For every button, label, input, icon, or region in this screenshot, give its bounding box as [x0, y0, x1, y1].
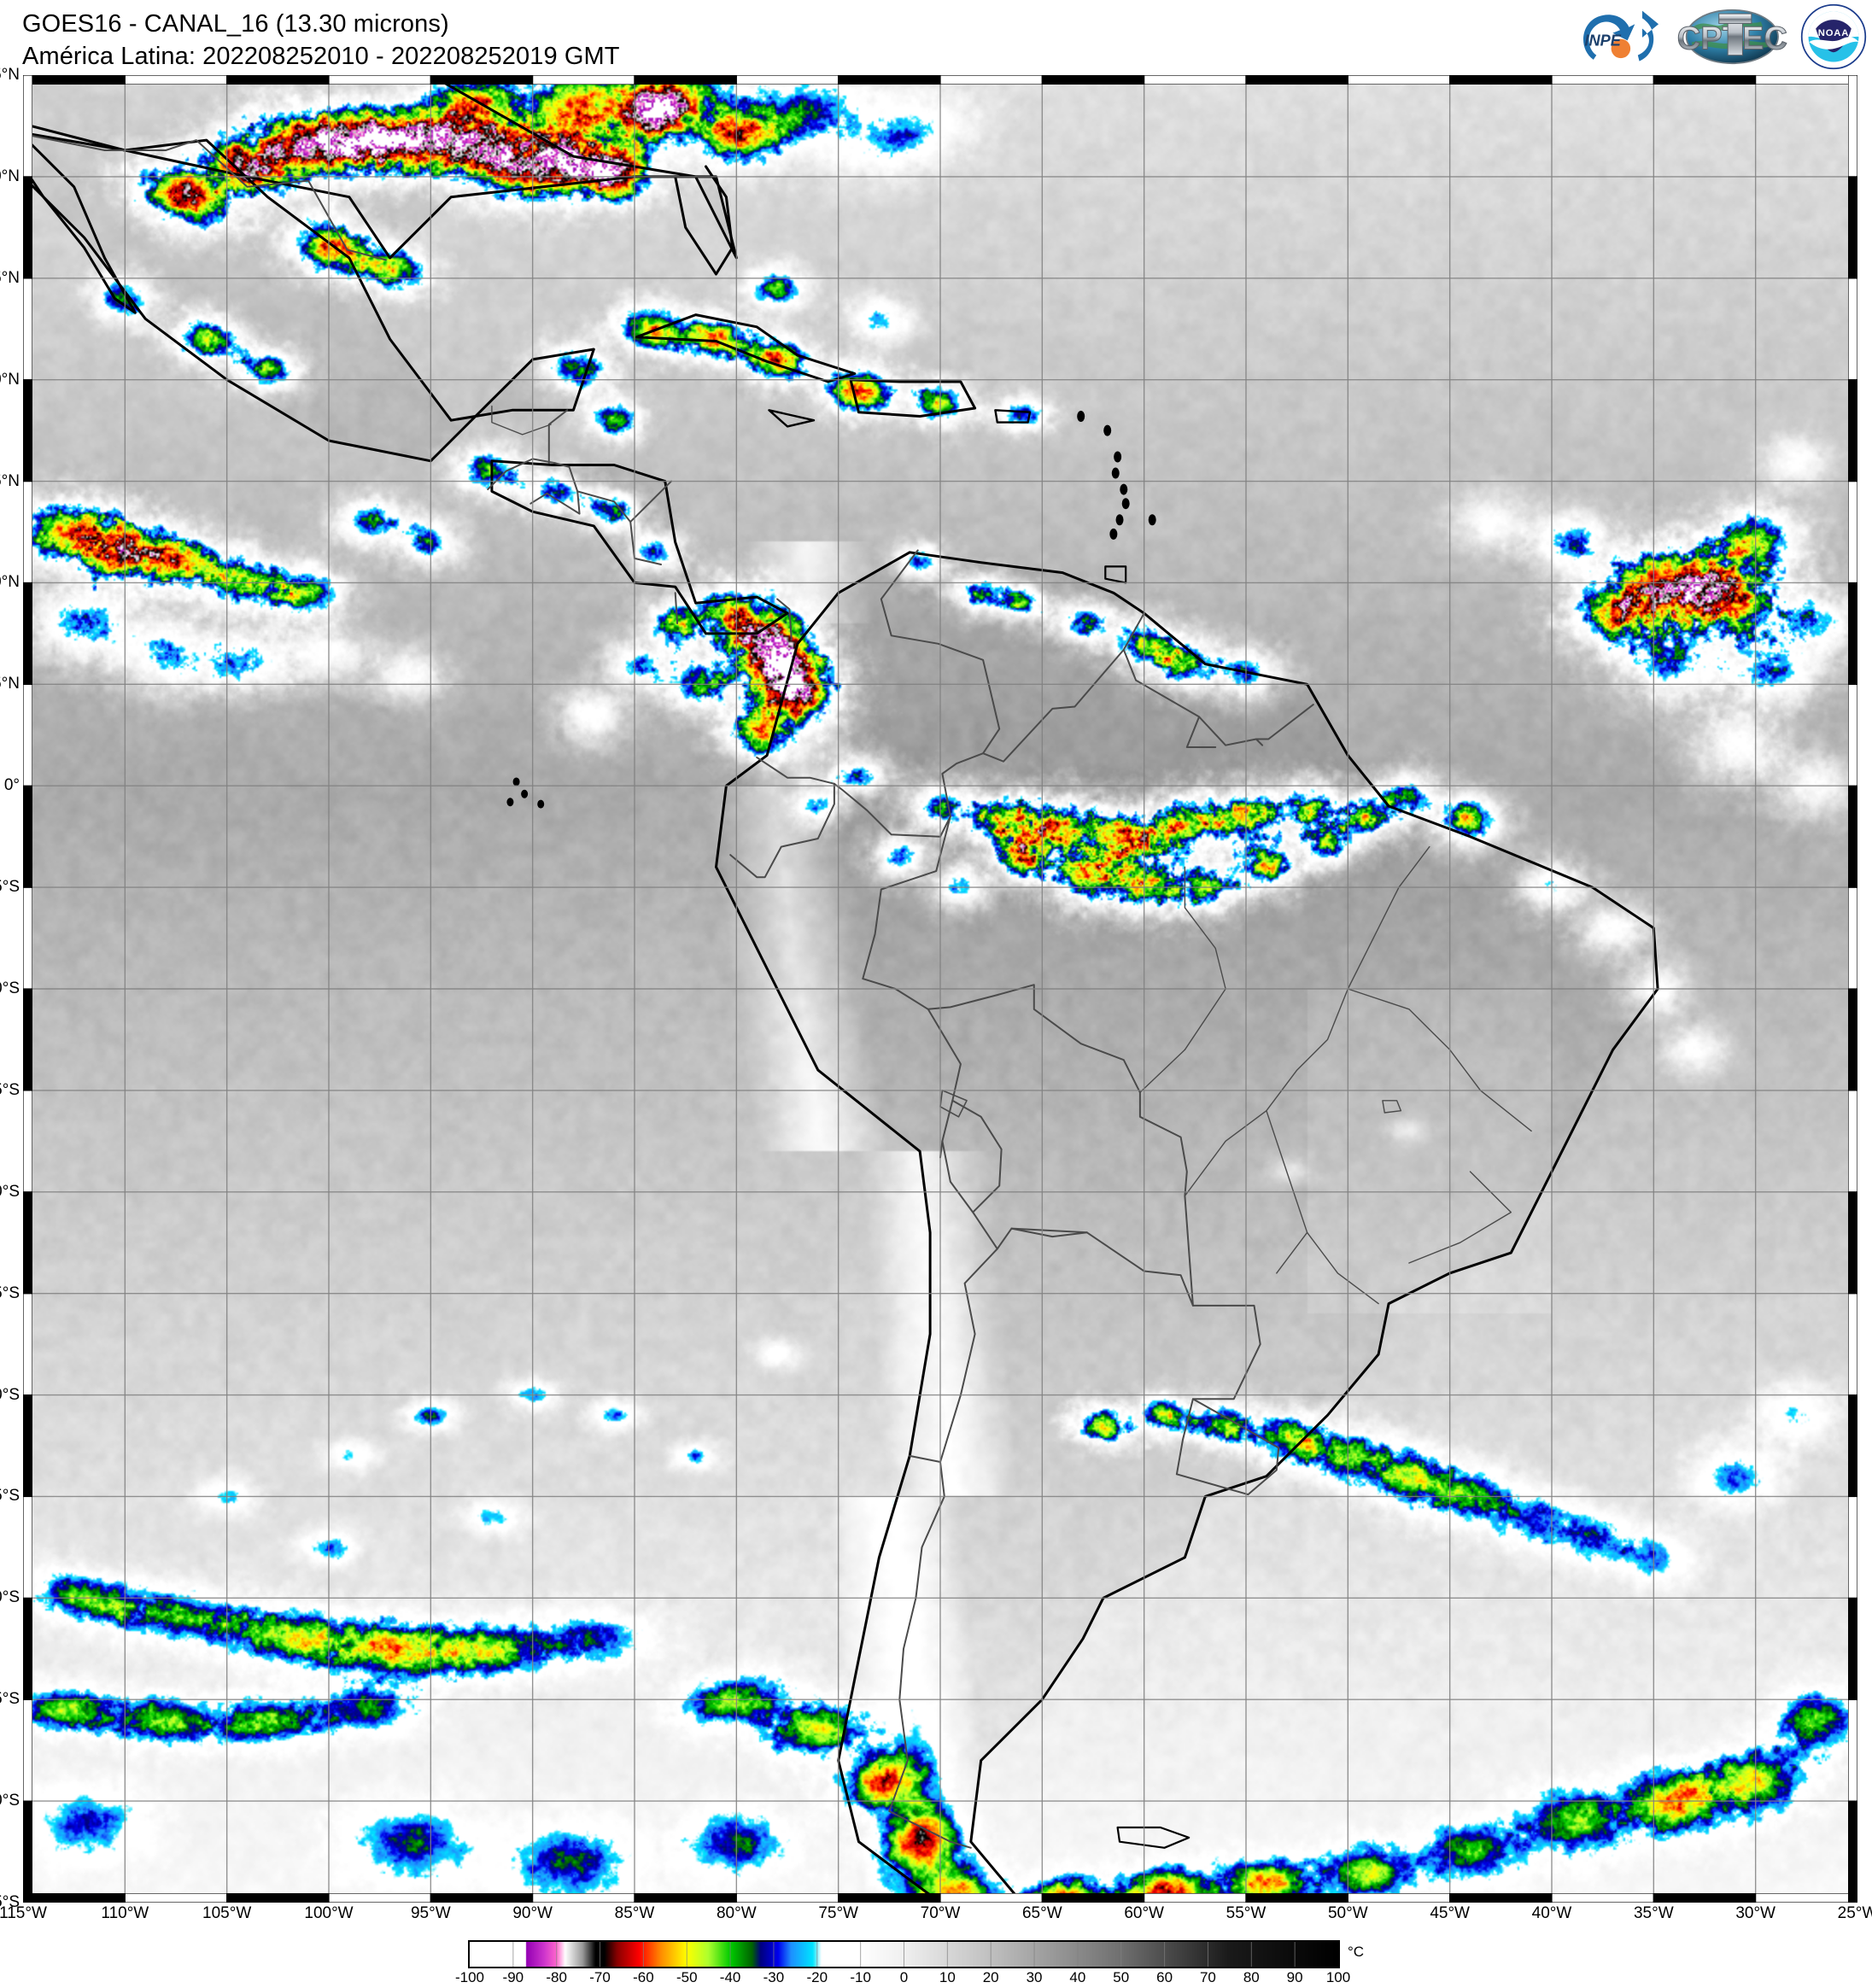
lon-tick-label: 30°W [1735, 1904, 1775, 1922]
lon-tick-label: 115°W [0, 1904, 47, 1922]
lat-tick-label: 40°S [0, 1588, 20, 1607]
colorbar-tick-label: 60 [1156, 1969, 1173, 1985]
colorbar-tick-label: -50 [676, 1969, 698, 1985]
colorbar-tick-lines [512, 1942, 1296, 1967]
tickbar-top [23, 75, 1857, 85]
lon-tick-label: 100°W [304, 1904, 354, 1922]
longitude-axis: 115°W 110°W 105°W 100°W 95°W 90°W 85°W 80°W 75°W… [0, 1904, 1872, 1930]
inpe-logo-text: INPE [1585, 32, 1622, 49]
latitude-axis: 35°N 30°N 25°N 20°N 15°N 10°N 5°N 0° 5°S 10°S 15°S… [0, 66, 23, 1911]
colorbar-block: -100 -90 -80 -70 -60 -50 -40 -30 -20 -10 0 10 20 30 40… [0, 1940, 1872, 1988]
colorbar[interactable] [468, 1940, 1340, 1968]
lat-tick-label: 10°S [0, 979, 20, 997]
colorbar-tick-label: 40 [1069, 1969, 1086, 1985]
tickbar-right [1848, 75, 1857, 1903]
lat-tick-label: 30°S [0, 1385, 20, 1404]
colorbar-tick-label: -20 [806, 1969, 828, 1985]
title-line-product: GOES16 - CANAL_16 (13.30 microns) [22, 10, 449, 38]
lat-tick-label: 50°S [0, 1792, 20, 1810]
lon-tick-label: 110°W [101, 1904, 149, 1922]
colorbar-unit-label: °C [1348, 1944, 1365, 1960]
lat-tick-label: 5°S [0, 878, 20, 897]
lon-tick-label: 60°W [1124, 1904, 1164, 1922]
lon-tick-label: 25°W [1837, 1904, 1872, 1922]
colorbar-tick-label: 50 [1113, 1969, 1130, 1985]
lon-tick-label: 50°W [1327, 1904, 1368, 1922]
lon-tick-label: 80°W [716, 1904, 757, 1922]
header: GOES16 - CANAL_16 (13.30 microns) Améric… [0, 0, 1872, 73]
lon-tick-label: 95°W [410, 1904, 451, 1922]
lon-tick-label: 70°W [920, 1904, 961, 1922]
lat-tick-label: 20°S [0, 1182, 20, 1201]
colorbar-tick-label: -80 [546, 1969, 567, 1985]
lat-tick-label: 35°S [0, 1487, 20, 1506]
lat-tick-label: 20°N [0, 370, 20, 389]
lat-tick-label: 15°N [0, 471, 20, 490]
tickbar-bottom [23, 1893, 1857, 1903]
colorbar-tick-label: 80 [1243, 1969, 1260, 1985]
title-block: GOES16 - CANAL_16 (13.30 microns) Améric… [22, 9, 620, 73]
colorbar-tick-label: -70 [589, 1969, 611, 1985]
lon-tick-label: 35°W [1633, 1904, 1674, 1922]
colorbar-tick-label: -30 [763, 1969, 785, 1985]
lat-tick-label: 35°N [0, 66, 20, 84]
satellite-imagery-layer [23, 75, 1857, 1903]
title-line-region-time: América Latina: 202208252010 - 202208252… [22, 42, 620, 70]
colorbar-tick-label: 20 [982, 1969, 999, 1985]
lon-tick-label: 75°W [818, 1904, 858, 1922]
cptec-logo: CPTEC [1677, 9, 1788, 65]
colorbar-tick-label: 0 [899, 1969, 909, 1985]
lat-tick-label: 25°N [0, 268, 20, 287]
lon-tick-label: 40°W [1531, 1904, 1572, 1922]
colorbar-tick-label: -60 [633, 1969, 654, 1985]
lat-tick-label: 55°S [0, 1893, 20, 1911]
noaa-logo-text: NOAA [1818, 28, 1850, 38]
colorbar-tick-label: 30 [1026, 1969, 1043, 1985]
lat-tick-label: 15°S [0, 1080, 20, 1099]
lat-tick-label: 25°S [0, 1283, 20, 1302]
lon-tick-label: 55°W [1226, 1904, 1267, 1922]
colorbar-tick-label: -90 [502, 1969, 524, 1985]
lat-tick-label: 45°S [0, 1690, 20, 1709]
colorbar-tick-label: -10 [850, 1969, 871, 1985]
tickbar-left [23, 75, 32, 1903]
lon-tick-label: 90°W [512, 1904, 553, 1922]
colorbar-tick-labels: -100 -90 -80 -70 -60 -50 -40 -30 -20 -10 0 10 20 30 40… [455, 1969, 1350, 1988]
colorbar-tick-label: 100 [1325, 1969, 1351, 1985]
lon-tick-label: 85°W [614, 1904, 655, 1922]
lon-tick-label: 45°W [1430, 1904, 1470, 1922]
lat-tick-label: 30°N [0, 167, 20, 185]
colorbar-tick-label: 90 [1286, 1969, 1303, 1985]
lat-tick-label: 10°N [0, 573, 20, 592]
inpe-logo: INPE [1583, 10, 1659, 61]
colorbar-tick-label: -40 [719, 1969, 741, 1985]
colorbar-tick-label: 70 [1199, 1969, 1216, 1985]
colorbar-tick-label: -100 [454, 1969, 485, 1985]
logo-strip: INPE [1576, 2, 1867, 72]
satellite-map[interactable] [23, 75, 1857, 1903]
lat-tick-label: 0° [3, 776, 20, 795]
lon-tick-label: 65°W [1021, 1904, 1062, 1922]
lat-tick-label: 5°N [0, 675, 20, 693]
noaa-logo: NOAA [1800, 3, 1867, 70]
lon-tick-label: 105°W [202, 1904, 252, 1922]
colorbar-tick-label: 10 [939, 1969, 956, 1985]
